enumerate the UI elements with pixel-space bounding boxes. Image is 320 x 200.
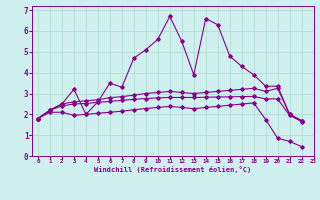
X-axis label: Windchill (Refroidissement éolien,°C): Windchill (Refroidissement éolien,°C) — [94, 166, 252, 173]
